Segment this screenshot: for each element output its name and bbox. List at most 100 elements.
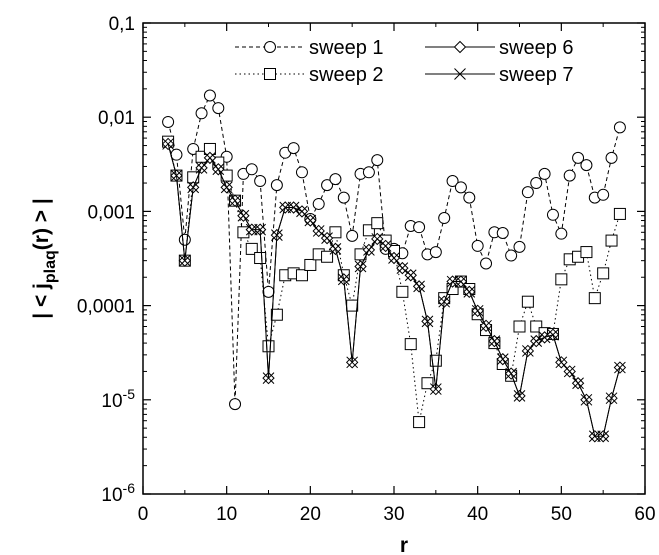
x-point	[547, 328, 559, 341]
circle-point	[605, 151, 618, 164]
x-point	[463, 285, 476, 298]
legend-label: sweep 2	[309, 64, 384, 86]
x-point	[605, 392, 618, 405]
square-point	[262, 340, 275, 353]
legend-item: sweep 7	[425, 64, 574, 86]
x-point	[170, 169, 183, 182]
x-point	[614, 361, 626, 374]
circle-point	[505, 249, 518, 262]
y-tick-label: 10-5	[101, 386, 135, 412]
y-tick-label: 0,0001	[77, 297, 135, 318]
x-point	[446, 275, 459, 288]
circle-point	[555, 227, 568, 240]
circle-point	[438, 212, 451, 225]
x-point	[287, 201, 300, 214]
x-tick-label: 20	[300, 504, 321, 525]
circle-point	[329, 173, 342, 186]
legend: sweep 1 sweep 2 sweep 6 sweep 7	[235, 37, 574, 86]
y-tick-label: 0,001	[87, 202, 135, 223]
x-point	[530, 335, 543, 347]
legend-swatch-marker	[454, 68, 466, 80]
x-axis-label: r	[400, 534, 408, 555]
x-tick-label: 30	[383, 504, 404, 525]
circle-point	[563, 169, 576, 182]
square-point	[346, 299, 359, 312]
square-point	[404, 338, 417, 351]
legend-swatch-marker	[264, 68, 276, 80]
square-point	[329, 226, 342, 239]
circle-point	[530, 177, 543, 190]
circle-point	[262, 285, 275, 298]
circle-point	[371, 154, 384, 167]
circle-point	[429, 246, 442, 259]
circle-point	[446, 175, 459, 188]
circle-point	[513, 240, 526, 253]
circle-point	[312, 197, 325, 210]
x-point	[304, 214, 317, 227]
circle-point	[463, 191, 476, 204]
square-point	[605, 234, 618, 247]
x-point	[229, 194, 241, 207]
x-point	[396, 262, 409, 274]
square-point	[530, 320, 543, 333]
circle-point	[203, 89, 216, 102]
legend-label: sweep 7	[499, 64, 574, 86]
x-point	[271, 229, 283, 241]
square-point	[295, 269, 308, 282]
x-point	[220, 181, 233, 194]
square-point	[429, 354, 442, 367]
x-point	[588, 430, 601, 443]
x-point	[413, 280, 425, 293]
legend-swatch-marker	[453, 40, 467, 54]
circle-point	[287, 142, 300, 155]
x-point	[363, 244, 375, 256]
x-point	[471, 304, 484, 317]
square-point	[597, 267, 610, 280]
x-point	[513, 390, 526, 402]
x-point	[496, 353, 509, 366]
square-point	[613, 207, 626, 220]
x-point	[312, 225, 325, 237]
x-point	[505, 367, 517, 380]
x-point	[480, 319, 492, 332]
legend-label: sweep 6	[499, 37, 574, 59]
square-point	[396, 285, 409, 298]
circle-point	[270, 179, 283, 192]
x-point	[245, 223, 258, 236]
series-2	[162, 135, 626, 429]
square-point	[413, 416, 426, 429]
circle-point	[229, 398, 242, 411]
circle-point	[337, 191, 350, 204]
y-axis-label: | < jplaq(r) > |	[30, 198, 59, 319]
x-point	[538, 331, 551, 344]
x-point	[388, 252, 400, 264]
x-point	[187, 181, 200, 194]
x-point	[195, 161, 208, 174]
circle-point	[521, 186, 534, 199]
x-point	[296, 205, 308, 218]
x-point	[254, 223, 266, 236]
square-point	[245, 242, 258, 255]
x-point	[455, 275, 467, 288]
circle-point	[212, 102, 225, 115]
square-point	[321, 250, 334, 263]
square-point	[421, 377, 434, 390]
circle-point	[362, 166, 375, 179]
circle-point	[454, 181, 467, 194]
x-point	[178, 254, 191, 267]
x-point	[379, 240, 392, 252]
square-point	[254, 252, 267, 265]
y-tick-label: 0,1	[109, 14, 135, 35]
square-point	[362, 224, 375, 237]
series-3	[161, 137, 627, 443]
x-point	[404, 269, 417, 282]
x-point	[329, 243, 342, 255]
circle-point	[245, 163, 258, 176]
circle-point	[538, 167, 551, 180]
x-point	[212, 163, 225, 176]
legend-item: sweep 6	[425, 37, 574, 59]
circle-point	[471, 239, 484, 252]
circle-point	[254, 175, 267, 188]
circle-point	[346, 229, 359, 242]
